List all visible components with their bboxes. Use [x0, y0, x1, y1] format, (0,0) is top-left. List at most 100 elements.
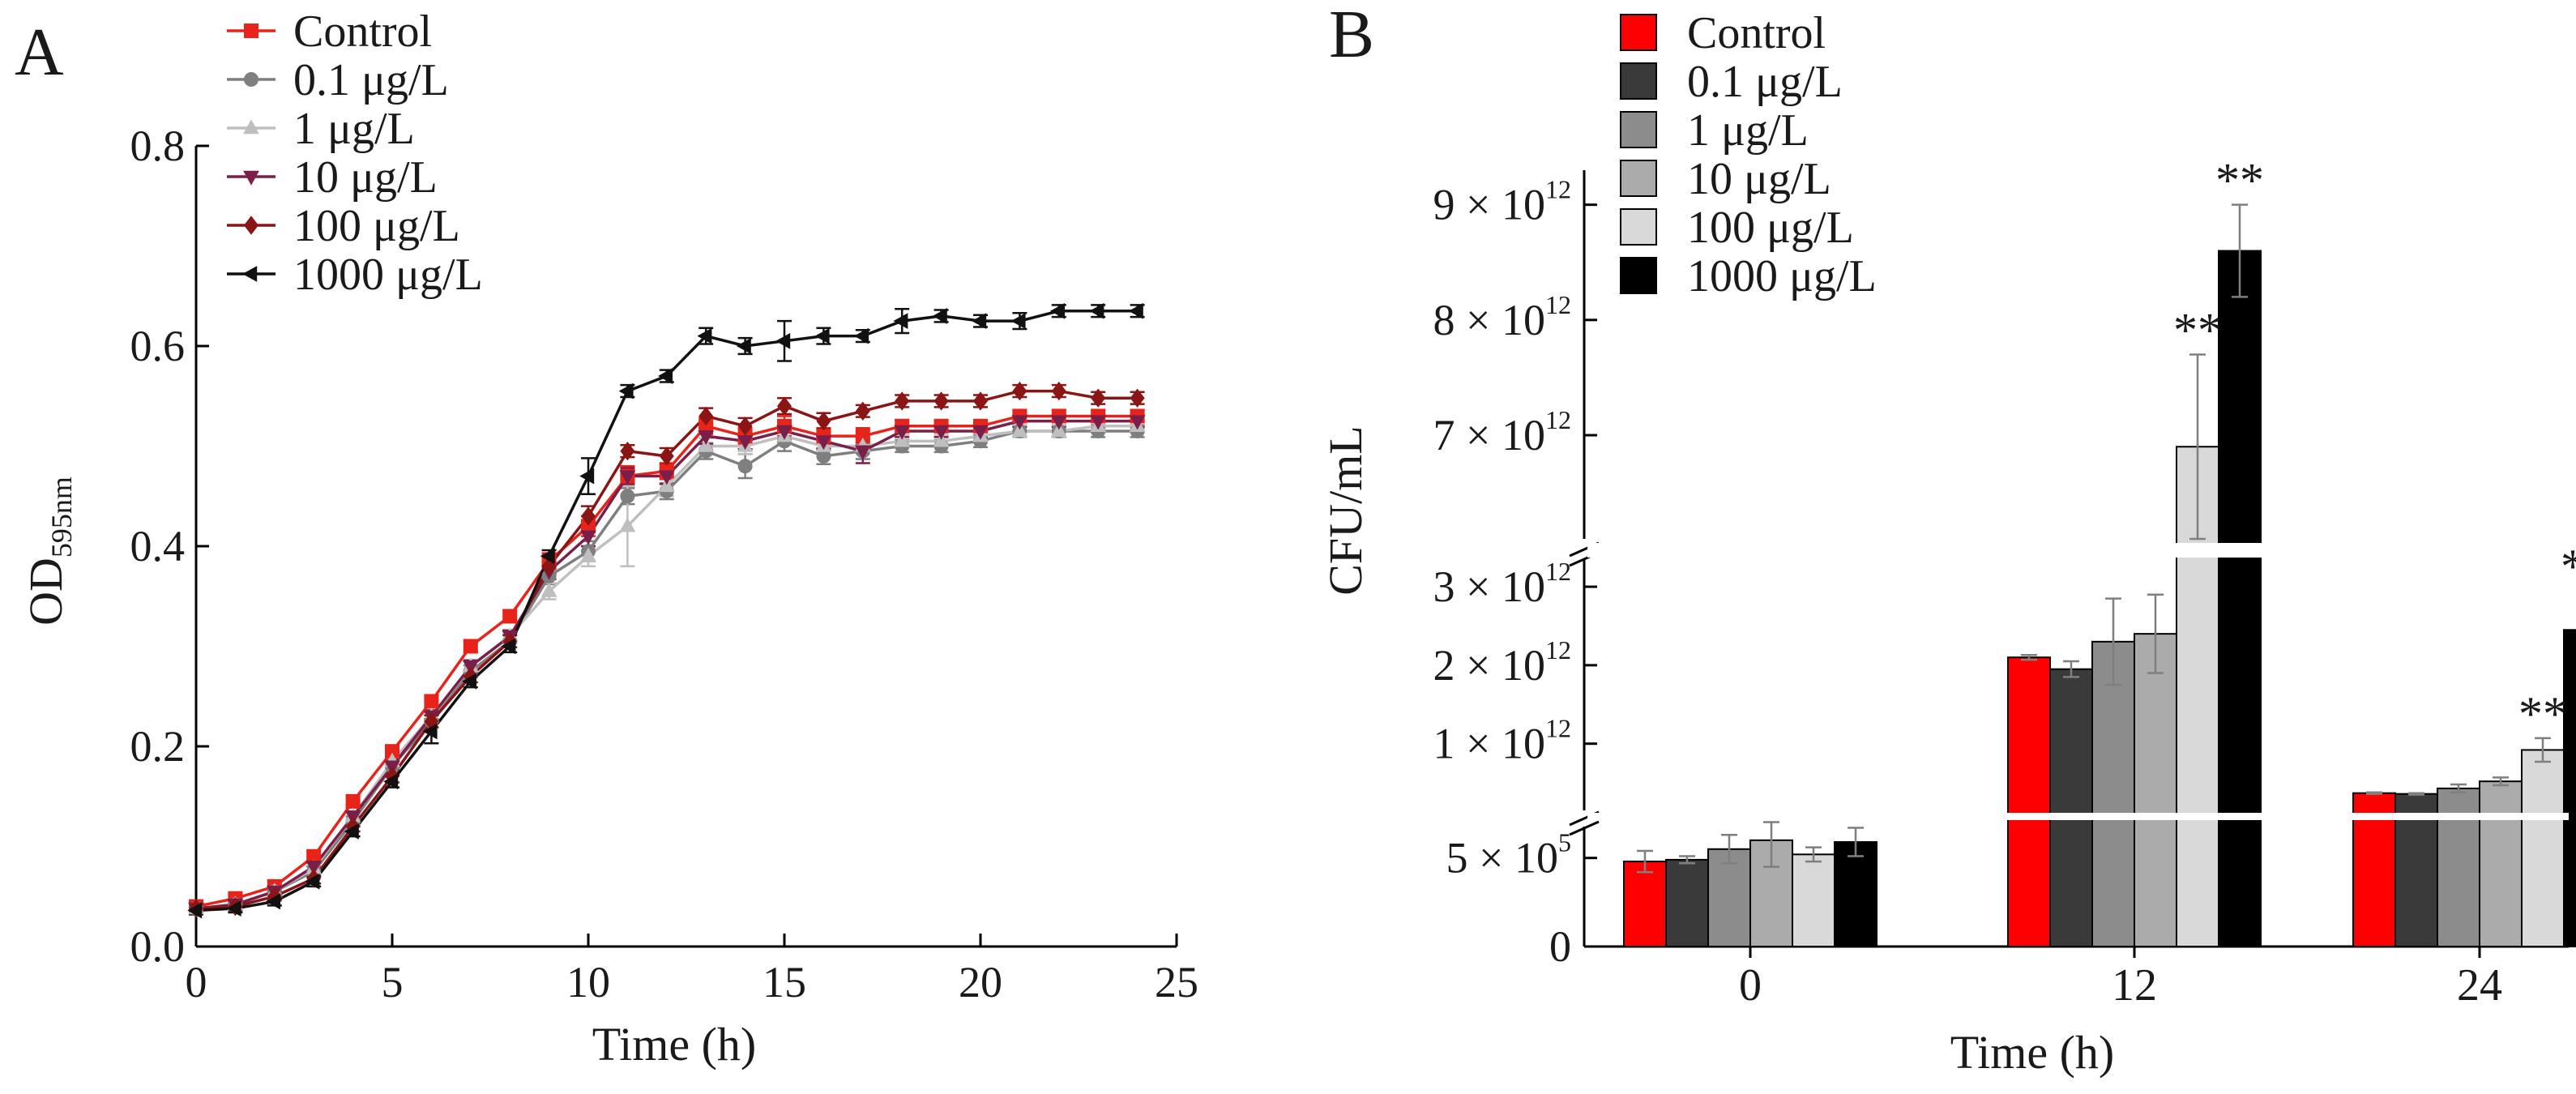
panel-b-legend-swatch — [1620, 62, 1657, 100]
panel-a-data-point — [814, 327, 830, 344]
panel-a-data-point — [658, 470, 675, 485]
panel-a-data-point — [305, 873, 320, 890]
panel-a-data-point — [581, 519, 596, 534]
panel-a-data-point — [581, 506, 596, 526]
panel-b-significance-marks: ** ** ** ** — [2173, 154, 2576, 741]
panel-a-data-point — [737, 459, 753, 474]
panel-a-data-point — [463, 639, 478, 654]
panel-a-data-point — [187, 902, 203, 919]
panel-b-bars — [1623, 250, 2576, 948]
panel-a-legend-marker — [242, 266, 258, 282]
panel-b-legend-swatch — [1620, 208, 1657, 246]
panel-a-data-point — [580, 530, 596, 545]
panel-a-x-tick-label: 5 — [382, 958, 404, 1006]
panel-a-data-point — [540, 548, 555, 565]
panel-b-bar — [2091, 640, 2135, 947]
panel-b-y-tick-label: 1 × 1012 — [1433, 714, 1571, 768]
panel-a-legend-label: 1 μg/L — [293, 104, 415, 154]
panel-b-legend-swatch — [1620, 14, 1657, 51]
panel-b-axis-breaks — [1587, 543, 2569, 820]
panel-a-data-point — [1128, 302, 1143, 319]
panel-a-data-point — [698, 429, 715, 445]
panel-b-x-tick-label: 0 — [1739, 960, 1762, 1011]
panel-b-bar — [1665, 858, 1709, 948]
panel-a-data-point — [854, 445, 871, 460]
panel-b-bar — [2563, 629, 2576, 947]
panel-a-data-point — [854, 327, 869, 344]
panel-a-data-point — [737, 435, 754, 451]
panel-a-data-point — [855, 401, 870, 421]
panel-a-data-point — [1051, 381, 1066, 401]
panel-a-data-point — [344, 823, 359, 840]
panel-a-x-axis-label: Time (h) — [592, 1018, 757, 1070]
panel-a-y-tick-label: 0.0 — [130, 922, 186, 971]
panel-a-legend-label: Control — [293, 6, 432, 57]
panel-a-data-point — [816, 448, 831, 464]
panel-b-axis-break-mark — [1569, 820, 1600, 836]
panel-a-data-point — [266, 893, 280, 910]
panel-a-data-point — [618, 382, 634, 400]
panel-a-y-axis-label-subscript: 595nm — [45, 476, 78, 558]
panel-b-y-tick-label: 8 × 1012 — [1433, 290, 1571, 344]
panel-a-data-point — [894, 425, 911, 440]
panel-b: B 0 5 × 105 1 × 1012 2 × 1012 3 × 1012 7 × 10… — [1319, 0, 2576, 1079]
panel-a-axes: 0.0 0.2 0.4 0.6 0.8 0 5 10 15 20 25 — [130, 122, 1199, 1006]
panel-a-legend-label: 1000 μg/L — [293, 250, 483, 300]
panel-a-x-tick-label: 20 — [959, 958, 1002, 1006]
panel-b-bar — [1834, 841, 1878, 947]
panel-a-data-point — [540, 582, 557, 597]
panel-b-y-tick-label: 9 × 1012 — [1433, 175, 1571, 229]
panel-b-bar — [2218, 250, 2262, 947]
panel-a-data-point — [933, 391, 949, 411]
panel-b-y-tick-label: 5 × 105 — [1446, 828, 1571, 882]
panel-a-data-point — [697, 327, 712, 344]
panel-b-bar — [2521, 749, 2565, 948]
panel-a-legend-marker — [244, 72, 258, 87]
panel-a-legend-marker — [244, 24, 258, 38]
panel-a-data-point — [579, 468, 595, 485]
panel-a-data-point — [973, 391, 988, 411]
panel-a-x-tick-label: 0 — [186, 958, 207, 1006]
panel-b-y-tick-label: 2 × 1012 — [1433, 635, 1571, 690]
panel-b-legend-swatch — [1620, 257, 1657, 294]
panel-a-data-point — [580, 547, 596, 562]
panel-a-data-point — [775, 332, 791, 349]
panel-b-y-axis-label: CFU/mL — [1319, 425, 1372, 596]
panel-b-bar — [2437, 787, 2480, 948]
panel-a-y-axis-label-main: OD — [19, 558, 72, 626]
panel-a-y-tick-label: 0.8 — [130, 122, 186, 170]
panel-a-data-point — [736, 338, 751, 354]
panel-a-data-point — [816, 411, 831, 431]
panel-b-significance-label: ** — [2518, 687, 2567, 741]
panel-a-data-point — [895, 391, 910, 411]
panel-b-bar — [1792, 853, 1835, 948]
panel-a-data-point — [462, 673, 476, 690]
panel-a-y-axis-label: OD595nm — [19, 476, 78, 626]
panel-a-data-point — [1050, 415, 1067, 430]
panel-b-x-tick-label: 24 — [2457, 960, 2502, 1011]
panel-a-data-point — [815, 435, 832, 451]
panel-a-data-point — [1091, 388, 1106, 408]
panel-a-data-point — [932, 308, 947, 324]
panel-a-legend-label: 0.1 μg/L — [293, 55, 449, 105]
panel-a-legend-marker — [243, 119, 259, 135]
panel-a-data-point — [385, 744, 399, 759]
panel-a-data-point — [619, 517, 636, 532]
panel-a-data-point — [659, 447, 674, 466]
panel-a-data-point — [1130, 388, 1145, 408]
panel-b-bar — [2479, 780, 2523, 948]
panel-a-data-point — [502, 609, 518, 624]
panel-a-data-point — [1090, 415, 1107, 430]
panel-b-error-bars — [1637, 203, 2551, 874]
panel-a-x-tick-label: 10 — [566, 958, 610, 1006]
panel-a-data-point — [972, 313, 987, 330]
panel-b-legend-label: 10 μg/L — [1687, 154, 1831, 204]
panel-b-significance-label: ** — [2173, 304, 2222, 357]
panel-b-x-tick-label: 12 — [2112, 960, 2157, 1011]
panel-b-legend-label: Control — [1687, 8, 1826, 58]
panel-a-data-point — [1012, 381, 1027, 401]
panel-a-data-point — [385, 767, 399, 786]
panel-b-legend-label: 1000 μg/L — [1687, 251, 1877, 301]
